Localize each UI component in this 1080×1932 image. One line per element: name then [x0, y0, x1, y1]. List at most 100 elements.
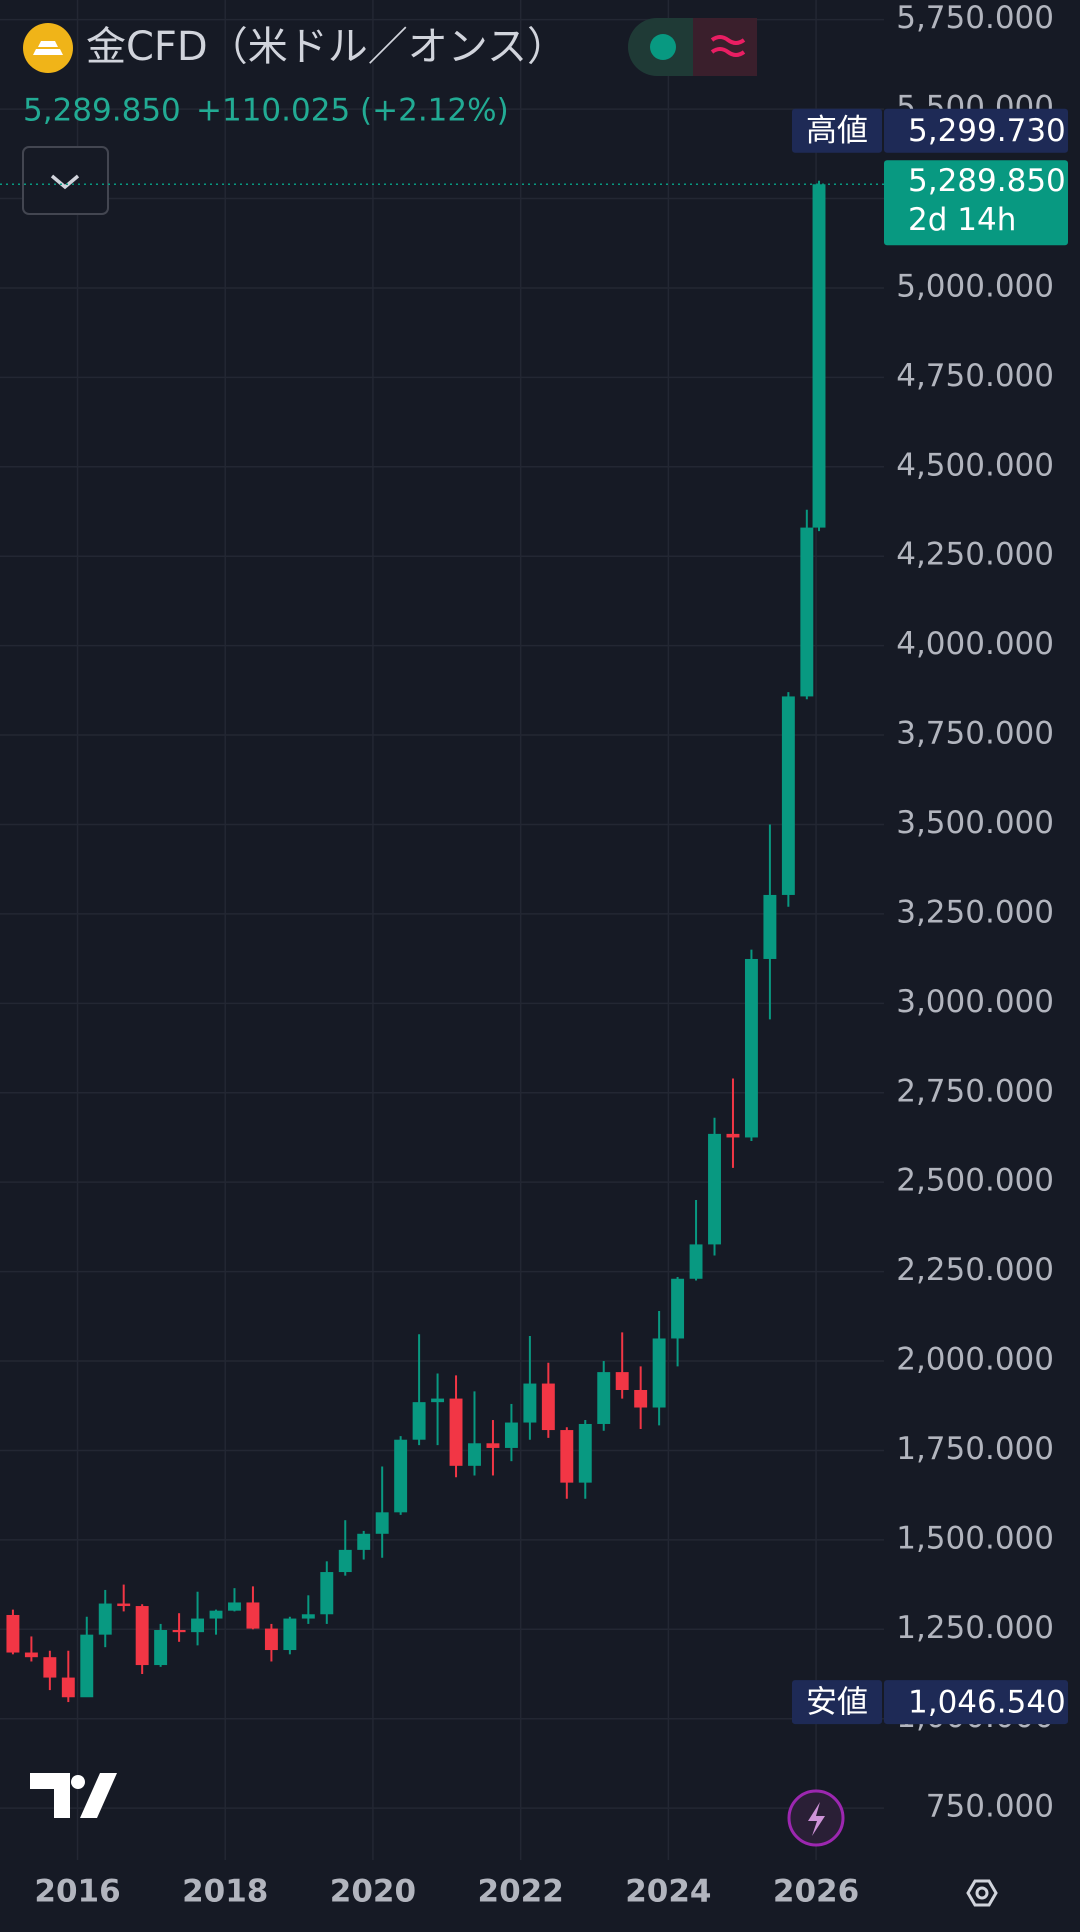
candle-body — [504, 1422, 518, 1448]
candle-body — [652, 1338, 666, 1408]
candle-body — [338, 1549, 352, 1573]
y-tick-label: 2,000.000 — [896, 1342, 1054, 1378]
candle-body — [320, 1572, 334, 1615]
candle-body — [24, 1652, 38, 1658]
price-label-box — [884, 1680, 1068, 1725]
candle-body — [375, 1512, 389, 1534]
settings-icon — [975, 1886, 989, 1900]
x-tick-label: 2024 — [625, 1874, 711, 1910]
settings-button[interactable] — [966, 1879, 998, 1907]
candle-body — [431, 1398, 445, 1403]
candle-body — [172, 1630, 186, 1633]
price-label-name: 安値 — [806, 1685, 868, 1721]
delay-icon — [710, 35, 746, 57]
y-tick-label: 4,500.000 — [896, 447, 1054, 483]
candle-body — [781, 696, 795, 895]
y-tick-label: 5,750.000 — [896, 0, 1054, 36]
y-tick-label: 5,000.000 — [896, 268, 1054, 304]
x-tick-label: 2022 — [478, 1874, 564, 1910]
candle-body — [615, 1372, 629, 1390]
candle-body — [117, 1603, 131, 1607]
price-label-name-box — [792, 108, 882, 153]
candle-body — [744, 958, 758, 1138]
candle-body — [191, 1618, 205, 1633]
y-tick-label: 2,250.000 — [896, 1252, 1054, 1288]
x-tick-label: 2016 — [34, 1874, 120, 1910]
candle-body — [560, 1430, 574, 1483]
candle-body — [763, 894, 777, 959]
x-tick-label: 2018 — [182, 1874, 268, 1910]
status-pill-right — [693, 18, 757, 76]
candle-body — [708, 1133, 721, 1245]
candle-body — [597, 1372, 611, 1424]
watermark — [30, 1773, 998, 1907]
candle-body — [412, 1402, 426, 1440]
candle-body — [135, 1606, 149, 1666]
y-tick-label: 3,500.000 — [896, 805, 1054, 841]
y-tick-label: 1,500.000 — [896, 1520, 1054, 1556]
y-tick-label: 3,750.000 — [896, 716, 1054, 752]
y-tick-label: 3,000.000 — [896, 984, 1054, 1020]
candle-body — [394, 1439, 408, 1513]
candle-body — [812, 184, 826, 528]
y-tick-label: 4,000.000 — [896, 626, 1054, 662]
tv-logo-dot — [71, 1775, 85, 1789]
candle-body — [578, 1423, 592, 1483]
tv-logo — [30, 1773, 117, 1818]
candle-body — [209, 1610, 223, 1619]
y-tick-label: 2,750.000 — [896, 1073, 1054, 1109]
candle-body — [301, 1614, 315, 1619]
candle-body — [671, 1278, 685, 1339]
candle-body — [98, 1603, 112, 1635]
candle-body — [726, 1133, 740, 1138]
y-tick-label: 2,500.000 — [896, 1163, 1054, 1199]
last-price-box — [884, 160, 1068, 246]
price-label-value: 5,299.730 — [908, 113, 1066, 149]
candle-body — [486, 1443, 500, 1448]
price-label-box — [884, 108, 1068, 153]
symbol-logo — [23, 23, 73, 73]
y-tick-label: 4,750.000 — [896, 358, 1054, 394]
candle-body — [80, 1634, 94, 1698]
candle-body — [228, 1602, 241, 1611]
candle-body — [43, 1657, 57, 1678]
candle-body — [800, 527, 814, 697]
y-tick-label: 1,750.000 — [896, 1431, 1054, 1467]
price-change: +110.025 (+2.12%) — [196, 93, 509, 129]
x-tick-label: 2026 — [773, 1874, 859, 1910]
price-label-name-box — [792, 1680, 882, 1725]
y-tick-label: 3,250.000 — [896, 894, 1054, 930]
candle-body — [264, 1628, 278, 1651]
x-tick-label: 2020 — [330, 1874, 416, 1910]
candle-body — [541, 1383, 555, 1431]
last-price: 5,289.850 — [23, 93, 181, 129]
countdown-label: 2d 14h — [908, 202, 1016, 238]
market-open-dot — [650, 34, 676, 60]
price-label-value: 1,046.540 — [908, 1685, 1066, 1721]
candle-body — [6, 1614, 20, 1653]
candle-body — [449, 1398, 463, 1466]
symbol-title: 金CFD（米ドル／オンス） — [86, 24, 567, 70]
y-tick-label: 1,250.000 — [896, 1610, 1054, 1646]
price-label-name: 高値 — [806, 113, 868, 149]
candle-body — [689, 1244, 703, 1279]
candle-body — [468, 1443, 481, 1466]
plot-area — [0, 0, 884, 1860]
y-tick-label: 4,250.000 — [896, 537, 1054, 573]
header: 金CFD（米ドル／オンス） 5,289.850 +110.025 (+2.12%… — [22, 18, 757, 215]
candle-body — [357, 1533, 371, 1550]
chevron-icon — [50, 174, 80, 190]
last-price-label: 5,289.850 — [908, 163, 1066, 199]
lightning-icon — [808, 1802, 825, 1836]
collapse-button[interactable] — [22, 146, 109, 215]
candle-body — [61, 1677, 75, 1698]
candle-body — [283, 1618, 297, 1651]
candle-body — [634, 1389, 648, 1408]
candle-body — [523, 1383, 537, 1423]
logo-bars — [33, 41, 63, 55]
candle-body — [154, 1630, 168, 1666]
y-tick-label: 750.000 — [926, 1789, 1054, 1825]
candle-body — [246, 1602, 260, 1629]
